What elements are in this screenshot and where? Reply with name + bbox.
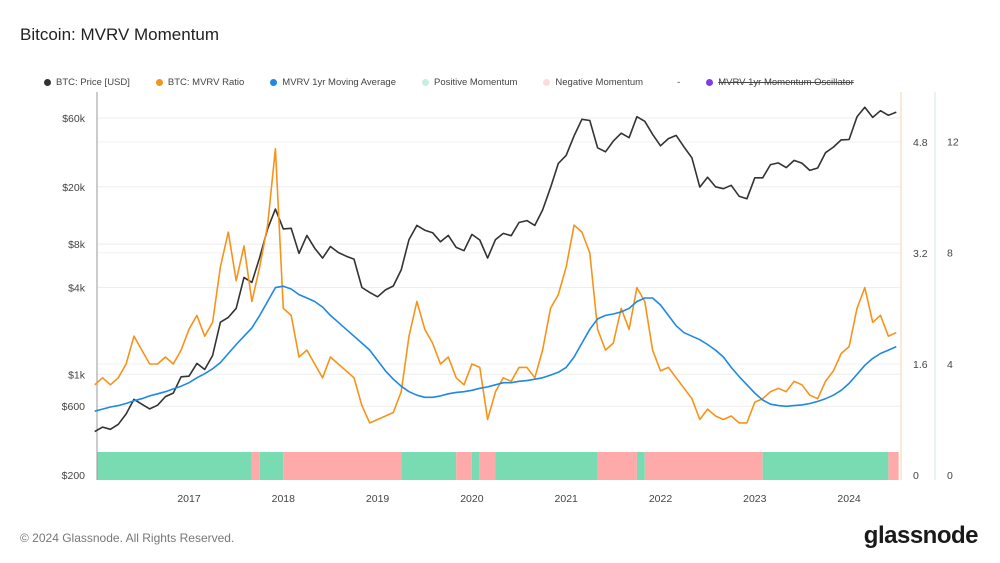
x-tick: 2020: [460, 493, 484, 505]
x-tick: 2023: [743, 493, 767, 505]
legend-dot-icon: [706, 79, 714, 86]
legend-item-negative[interactable]: Negative Momentum: [543, 77, 643, 88]
y-right-tick: 3.2: [913, 248, 928, 260]
momentum-segment-positive: [762, 452, 889, 480]
x-tick: 2022: [649, 493, 673, 505]
momentum-segment-negative: [644, 452, 763, 480]
x-tick: 2017: [177, 493, 201, 505]
legend-item-price[interactable]: BTC: Price [USD]: [44, 77, 130, 88]
y-right2-tick: 12: [947, 136, 959, 148]
x-tick: 2021: [555, 493, 579, 505]
momentum-segment-negative: [479, 452, 496, 480]
y-left-tick: $600: [62, 401, 86, 413]
legend-item-mvrv[interactable]: BTC: MVRV Ratio: [155, 77, 245, 88]
y-right-tick: 0: [913, 470, 919, 482]
plot-area: [97, 92, 901, 480]
y-left-tick: $60k: [62, 113, 86, 125]
y-right2-tick: 8: [947, 248, 953, 260]
momentum-segment-negative: [597, 452, 637, 480]
legend-label: MVRV 1yr Momentum Oscillator: [718, 77, 854, 88]
legend-dot-icon: [155, 79, 163, 86]
y-right-tick: 4.8: [913, 137, 928, 149]
legend-dot-icon: [421, 79, 429, 86]
glassnode-logo: glassnode: [863, 522, 979, 549]
x-tick: 2024: [837, 493, 861, 505]
y-left-tick: $20k: [62, 182, 86, 194]
legend-label: Positive Momentum: [433, 77, 518, 88]
legend-label: Negative Momentum: [555, 77, 644, 88]
copyright: © 2024 Glassnode. All Rights Reserved.: [20, 531, 235, 545]
legend: BTC: Price [USD] BTC: MVRV Ratio MVRV 1y…: [44, 77, 880, 88]
y-right-tick: 1.6: [913, 359, 928, 371]
y-right2-tick: 0: [947, 470, 953, 482]
y-right2-tick: 4: [947, 359, 953, 371]
series-line-mvrv: [94, 148, 897, 424]
momentum-segment-positive: [471, 452, 480, 480]
y-left-tick: $8k: [68, 239, 86, 251]
momentum-segment-negative: [888, 452, 899, 480]
series-line-price: [94, 106, 897, 433]
legend-item-ma[interactable]: MVRV 1yr Moving Average: [270, 77, 396, 88]
chart-title: Bitcoin: MVRV Momentum: [20, 25, 220, 44]
momentum-segment-positive: [401, 452, 457, 480]
momentum-segment-negative: [283, 452, 402, 480]
momentum-segment-positive: [495, 452, 598, 480]
series-line-ma: [94, 285, 897, 412]
momentum-segment-negative: [251, 452, 260, 480]
x-tick: 2018: [272, 493, 296, 505]
legend-dot-icon: [543, 79, 551, 86]
legend-dot-icon: [44, 79, 51, 86]
x-tick: 2019: [366, 493, 390, 505]
legend-label: BTC: MVRV Ratio: [167, 77, 245, 88]
y-left-tick: $1k: [68, 369, 86, 381]
legend-label: BTC: Price [USD]: [56, 77, 130, 88]
legend-item-oscillator[interactable]: MVRV 1yr Momentum Oscillator: [706, 77, 854, 88]
momentum-segment-negative: [456, 452, 472, 480]
y-left-tick: $4k: [68, 283, 86, 295]
momentum-segment-positive: [97, 452, 252, 480]
legend-label: -: [677, 77, 681, 88]
momentum-segment-positive: [259, 452, 284, 480]
legend-item-dash[interactable]: -: [677, 77, 680, 88]
legend-item-positive[interactable]: Positive Momentum: [421, 77, 518, 88]
legend-dot-icon: [270, 79, 278, 86]
momentum-segment-positive: [636, 452, 645, 480]
y-left-tick: $200: [62, 470, 86, 482]
legend-label: MVRV 1yr Moving Average: [282, 77, 396, 88]
